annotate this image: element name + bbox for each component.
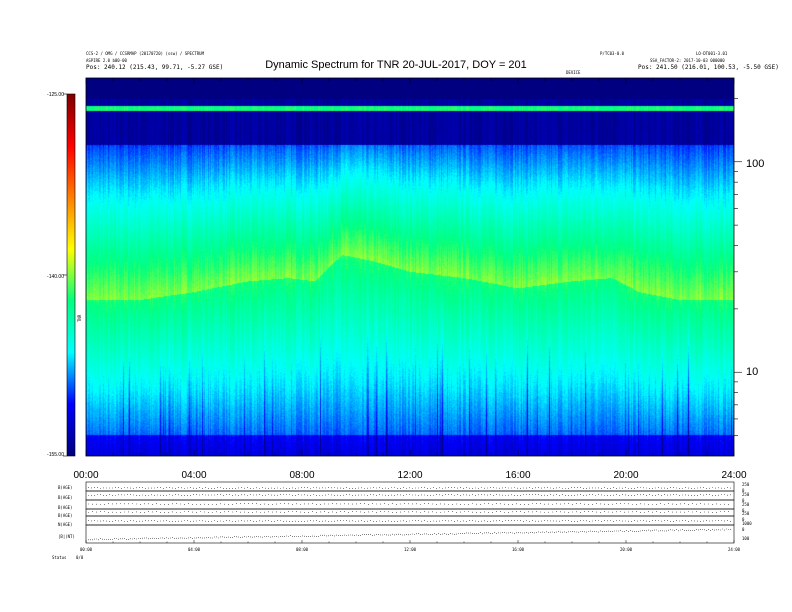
header-left-line1: CCS-2 / OMG / CCSRMAP (20170720) (ssw) /… bbox=[86, 51, 205, 56]
panel-right-label: 250 bbox=[742, 482, 750, 487]
x-tick-label: 08:00 bbox=[289, 470, 315, 481]
x-tick-label: 16:00 bbox=[505, 470, 531, 481]
x-tick-label: 24:00 bbox=[721, 470, 747, 481]
panel-trace bbox=[88, 494, 731, 496]
panel-frame bbox=[85, 490, 735, 501]
panel-right-label: 0 bbox=[742, 527, 745, 532]
colorbar-tick-mid: -140.00 bbox=[47, 274, 64, 280]
status-value: 0/0 bbox=[76, 555, 84, 560]
x-tick-label: 00:00 bbox=[73, 470, 99, 481]
header-right-line2: SSA_FACTOR-2: 2017-10-03 000000 bbox=[650, 58, 725, 63]
x-tick-label: 20:00 bbox=[613, 470, 639, 481]
panel-x-tick-label: 20:00 bbox=[620, 547, 633, 552]
panel-frame bbox=[85, 515, 735, 526]
panel-label: B(AGE) bbox=[58, 495, 73, 500]
panel-trace bbox=[88, 520, 731, 522]
header-right-line3-value: 241.50 (216.01, 100.53, -5.50 GSE) bbox=[656, 64, 779, 71]
colorbar-frame bbox=[66, 93, 76, 457]
panel-right-label: 1000 bbox=[742, 521, 752, 526]
header-left-line2: ASPIRE 2.0 b00-00 bbox=[86, 58, 127, 63]
panel-x-tick-label: 24:00 bbox=[728, 547, 741, 552]
header-right-line1a: P/TC03-0.0 bbox=[600, 51, 625, 56]
colorbar-tick-bottom: -155.00 bbox=[47, 452, 64, 458]
colorbar-tick-top: -125.00 bbox=[47, 92, 64, 98]
panel-frame bbox=[85, 508, 735, 517]
panel-trace bbox=[88, 511, 729, 513]
header-right-line1b: LO-DT001-3.01 bbox=[696, 51, 728, 56]
colorbar-image bbox=[67, 94, 75, 456]
panel-trace-b-magnitude bbox=[88, 528, 731, 541]
panel-x-tick-label: 12:00 bbox=[404, 547, 417, 552]
x-tick-label: 12:00 bbox=[397, 470, 423, 481]
header-mid-marker: DEVICE bbox=[566, 70, 581, 75]
chart-title: Dynamic Spectrum for TNR 20-JUL-2017, DO… bbox=[265, 59, 527, 71]
header-left-line3-label: Pos: bbox=[86, 64, 101, 71]
panel-right-label: 250 bbox=[742, 511, 750, 516]
panel-label: B(AGE) bbox=[58, 485, 73, 490]
header-left-line3-value: 240.12 (215.43, 99.71, -5.27 GSE) bbox=[104, 64, 224, 71]
x-tick-label: 04:00 bbox=[181, 470, 207, 481]
panel-right-label: 0 bbox=[742, 517, 745, 522]
plot-frame bbox=[85, 77, 735, 457]
panel-right-label: 250 bbox=[742, 492, 750, 497]
panel-x-tick-label: 08:00 bbox=[296, 547, 309, 552]
status-label: Status bbox=[52, 555, 67, 560]
panel-label: B(AGE) bbox=[58, 505, 73, 510]
header-right-line3-label: Pos: bbox=[638, 64, 653, 71]
panel-right-label: 0 bbox=[742, 498, 745, 503]
panel-trace bbox=[88, 487, 731, 489]
panel-x-tick-label: 16:00 bbox=[512, 547, 525, 552]
panel-trace bbox=[88, 503, 729, 505]
panel-label: |B|(NT) bbox=[58, 534, 75, 539]
y-tick-100: 100 bbox=[746, 158, 765, 170]
panel-x-tick-label: 00:00 bbox=[80, 547, 93, 552]
panel-right-label: 100 bbox=[742, 536, 750, 541]
spectrogram-image bbox=[86, 78, 734, 456]
y-tick-10: 10 bbox=[746, 366, 759, 378]
panel-label: N(AGE) bbox=[58, 522, 73, 527]
panel-x-tick-label: 04:00 bbox=[188, 547, 201, 552]
panel-right-label: 0 bbox=[742, 508, 745, 513]
main-axes bbox=[63, 77, 742, 457]
bottom-panels bbox=[85, 481, 735, 544]
panel-frame bbox=[85, 481, 735, 492]
panel-label: B(AGE) bbox=[58, 513, 73, 518]
panel-right-label: 0 bbox=[742, 488, 745, 493]
panel-right-label: 250 bbox=[742, 502, 750, 507]
